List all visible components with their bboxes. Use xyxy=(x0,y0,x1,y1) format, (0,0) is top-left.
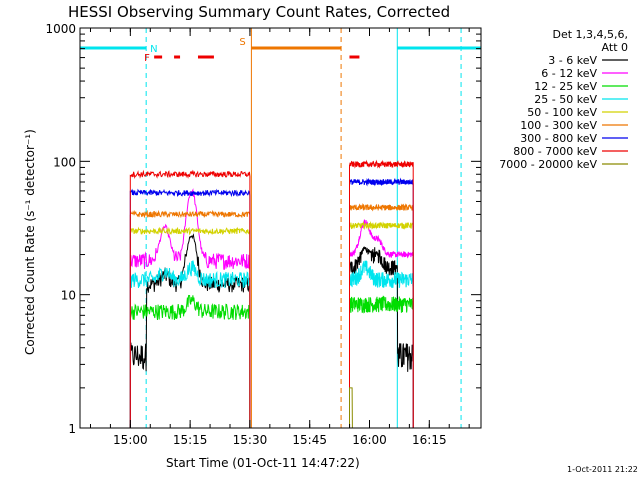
interval-label-2: S xyxy=(239,37,245,48)
series-8-line-1 xyxy=(349,387,414,429)
series-4-line-0 xyxy=(129,226,251,428)
legend-entry-1: 6 - 12 keV xyxy=(541,67,597,80)
x-axis-label: Start Time (01-Oct-11 14:47:22) xyxy=(166,456,360,470)
x-tick-label-2: 15:30 xyxy=(233,433,268,447)
legend-entry-7: 800 - 7000 keV xyxy=(513,145,597,158)
axis-ticks: 15:00 15:15 15:30 15:45 16:00 16:15 1 10 100 1000 xyxy=(45,22,481,447)
chart-title: HESSI Observing Summary Count Rates, Cor… xyxy=(68,3,450,21)
legend-entry-4: 50 - 100 keV xyxy=(527,106,597,119)
legend-header-1: Att 0 xyxy=(602,41,628,54)
series-8 xyxy=(130,387,414,429)
plot-area: N S F xyxy=(79,28,481,429)
legend-entry-0: 3 - 6 keV xyxy=(548,54,597,67)
series-1-line-1 xyxy=(349,219,414,428)
y-axis-label: Corrected Count Rate (s⁻¹ detector⁻¹) xyxy=(23,129,37,355)
series-2-line-0 xyxy=(129,294,251,428)
series-0-line-0 xyxy=(129,233,251,428)
series-0-line-1 xyxy=(349,246,414,428)
legend-entry-8: 7000 - 20000 keV xyxy=(499,158,597,171)
interval-label-0: N xyxy=(150,44,157,55)
y-tick-label-1: 10 xyxy=(61,289,76,303)
footer-date: 1-Oct-2011 21:22 xyxy=(567,465,638,474)
plot-frame xyxy=(79,27,482,429)
series-0 xyxy=(129,233,414,428)
series-7-line-1 xyxy=(349,159,414,428)
series-5-line-0 xyxy=(129,209,251,428)
series-5 xyxy=(129,202,414,428)
legend-entry-6: 300 - 800 keV xyxy=(520,132,597,145)
flare-label-0: F xyxy=(144,53,150,64)
series-2-line-1 xyxy=(349,295,414,428)
series-6 xyxy=(129,177,414,428)
series-4 xyxy=(129,220,414,428)
y-tick-label-3: 1000 xyxy=(45,22,76,36)
x-tick-label-1: 15:15 xyxy=(173,433,208,447)
series-6-line-1 xyxy=(349,177,414,428)
legend-header-0: Det 1,3,4,5,6, xyxy=(552,28,628,41)
legend-entry-5: 100 - 300 keV xyxy=(520,119,597,132)
x-tick-label-5: 16:15 xyxy=(412,433,447,447)
series-6-line-0 xyxy=(129,188,251,428)
x-tick-label-4: 16:00 xyxy=(352,433,387,447)
x-tick-label-3: 15:45 xyxy=(292,433,327,447)
series-3 xyxy=(129,260,414,428)
series-4-line-1 xyxy=(349,220,414,428)
series-3-line-1 xyxy=(349,260,414,428)
series-5-line-1 xyxy=(349,202,414,428)
y-tick-label-0: 1 xyxy=(68,422,76,436)
series-3-line-0 xyxy=(129,260,251,428)
legend-entry-3: 25 - 50 keV xyxy=(534,93,597,106)
x-tick-label-0: 15:00 xyxy=(113,433,148,447)
series-7-line-0 xyxy=(129,169,251,428)
series-2 xyxy=(129,294,414,428)
y-tick-label-2: 100 xyxy=(53,155,76,169)
legend-entry-2: 12 - 25 keV xyxy=(534,80,597,93)
series-7 xyxy=(129,159,414,428)
